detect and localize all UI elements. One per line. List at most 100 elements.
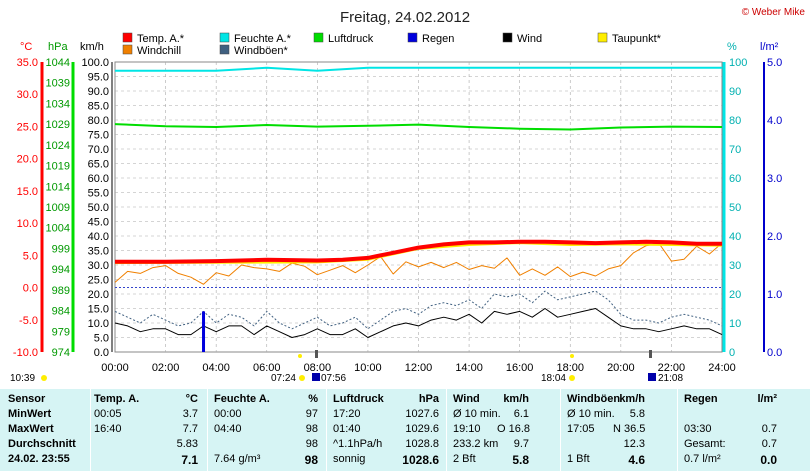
- sun-times: 10:39 07:24 07:56 18:04 21:08: [10, 350, 683, 384]
- humidity-tick-label: 0: [729, 347, 735, 359]
- axes: 35.0 30.0 25.0 20.0 15.0 10.0 5.0 0.0 -5.0 -10.0 1…: [13, 57, 782, 359]
- legend-swatch: [407, 32, 418, 43]
- x-tick-label: 02:00: [152, 362, 180, 374]
- legend-swatch: [122, 32, 133, 43]
- table-header-cell: Regen: [684, 393, 718, 405]
- table-cell: 7.7: [182, 423, 198, 435]
- table-cell: 17:20: [333, 408, 361, 420]
- pressure-unit-label: hPa: [48, 41, 68, 53]
- legend-label: Windböen*: [234, 45, 289, 57]
- table-cell: 98: [304, 453, 318, 467]
- series-windchill: [114, 242, 723, 285]
- humidity-tick-label: 60: [729, 173, 741, 185]
- wind-tick-label: 95.0: [88, 72, 109, 84]
- table-cell: 1028.6: [402, 453, 439, 467]
- pressure-tick-label: 979: [52, 326, 70, 338]
- copyright: © Weber Mike: [742, 7, 806, 18]
- wind-tick-label: 75.0: [88, 130, 109, 142]
- legend-swatch: [122, 44, 133, 55]
- table-header-cell: Windböen: [567, 393, 621, 405]
- table-cell: 0.7: [761, 423, 777, 435]
- table-cell: 233.2 km: [453, 438, 499, 450]
- series-temp-a: [115, 239, 722, 264]
- temp-tick-label: 35.0: [17, 57, 38, 69]
- table-cell: Ø 10 min.: [567, 408, 615, 420]
- wind-tick-label: 40.0: [88, 231, 109, 243]
- table-separator: [207, 389, 208, 471]
- table-cell: 00:05: [94, 408, 122, 420]
- rain-tick-label: 0.0: [767, 347, 782, 359]
- moon-icon: [648, 373, 656, 381]
- legend-swatch: [597, 32, 608, 43]
- table-cell: Ø 10 min.: [453, 408, 501, 420]
- rain-tick-label: 3.0: [767, 173, 782, 185]
- x-tick-label: 18:00: [556, 362, 584, 374]
- table-cell: 2 Bft: [453, 453, 476, 465]
- pressure-tick-label: 1029: [46, 119, 70, 131]
- moonrise-label: 07:56: [321, 373, 346, 384]
- sunrise-marker: [298, 354, 302, 358]
- x-tick-label: 22:00: [658, 362, 686, 374]
- pressure-tick-label: 994: [52, 264, 70, 276]
- pressure-tick-label: 1019: [46, 161, 70, 173]
- wind-tick-label: 90.0: [88, 86, 109, 98]
- wind-tick-label: 15.0: [88, 304, 109, 316]
- moonset-label: 21:08: [658, 373, 683, 384]
- sunset-marker: [570, 354, 574, 358]
- table-cell: MinWert: [8, 408, 52, 420]
- chart-title: Freitag, 24.02.2012: [340, 9, 470, 26]
- table-header-cell: km/h: [503, 393, 529, 405]
- x-tick-label: 06:00: [253, 362, 281, 374]
- table-header-cell: Sensor: [8, 393, 46, 405]
- wind-tick-label: 65.0: [88, 159, 109, 171]
- table-cell: 98: [305, 423, 318, 435]
- temp-tick-label: 20.0: [17, 154, 38, 166]
- table-cell: 12.3: [623, 438, 645, 450]
- rain-tick-label: 4.0: [767, 115, 782, 127]
- legend-label: Windchill: [137, 45, 181, 57]
- table-cell: 00:00: [214, 408, 242, 420]
- table-cell: 97: [305, 408, 318, 420]
- x-tick-label: 08:00: [304, 362, 332, 374]
- sun-dot: [41, 375, 47, 381]
- table-separator: [677, 389, 678, 471]
- pressure-tick-label: 1014: [46, 181, 70, 193]
- pressure-tick-label: 999: [52, 243, 70, 255]
- temp-tick-label: -5.0: [19, 315, 38, 327]
- series-feuchte-a: [115, 66, 722, 72]
- pressure-tick-label: 1024: [46, 140, 70, 152]
- table-cell: 6.1: [513, 408, 529, 420]
- wind-tick-label: 10.0: [88, 318, 109, 330]
- humidity-unit-label: %: [727, 41, 737, 53]
- legend-label: Taupunkt*: [612, 33, 662, 45]
- wind-tick-label: 70.0: [88, 144, 109, 156]
- series-wind: [114, 308, 723, 338]
- wind-tick-label: 60.0: [88, 173, 109, 185]
- pressure-tick-label: 984: [52, 306, 70, 318]
- table-cell: 24.02. 23:55: [8, 453, 70, 465]
- stats-table: Sensor Temp. A. °C Feuchte A.% Luftdruck hPa W…: [0, 389, 810, 471]
- table-cell: 5.8: [629, 408, 645, 420]
- humidity-tick-label: 50: [729, 202, 741, 214]
- temp-tick-label: 5.0: [23, 250, 38, 262]
- x-tick-label: 16:00: [506, 362, 534, 374]
- temp-unit-label: °C: [20, 41, 32, 53]
- table-cell: 0.7: [761, 438, 777, 450]
- table-cell: sonnig: [333, 453, 366, 465]
- x-tick-label: 14:00: [455, 362, 483, 374]
- wind-tick-label: 35.0: [88, 246, 109, 258]
- table-header-cell: hPa: [418, 393, 439, 405]
- pressure-tick-label: 1039: [46, 78, 70, 90]
- moon-icon: [312, 373, 320, 381]
- temp-tick-label: 30.0: [17, 89, 38, 101]
- table-cell: 5.83: [176, 438, 198, 450]
- legend-label: Wind: [517, 33, 542, 45]
- series-windb-en: [114, 290, 723, 330]
- table-cell: 1027.6: [405, 408, 439, 420]
- temp-tick-label: 10.0: [17, 218, 38, 230]
- wind-tick-label: 20.0: [88, 289, 109, 301]
- table-cell: 0.0: [760, 453, 777, 467]
- legend-label: Regen: [422, 33, 454, 45]
- rain-bar: [202, 311, 206, 352]
- humidity-tick-label: 70: [729, 144, 741, 156]
